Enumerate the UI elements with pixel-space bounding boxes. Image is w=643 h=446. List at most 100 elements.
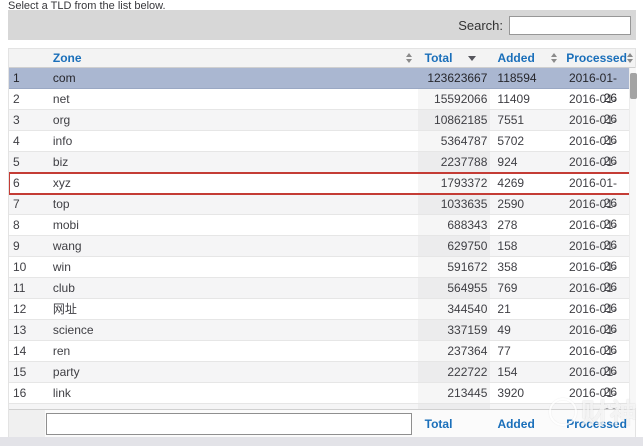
header-total[interactable]: Total (418, 49, 491, 67)
row-num: 5 (13, 155, 20, 169)
row-added: 49 (497, 323, 511, 337)
table-row[interactable]: 1 com 123623667 118594 2016-01-26 (9, 68, 635, 105)
row-zone: club (52, 281, 75, 295)
footer-processed-label: Processed (566, 417, 627, 431)
row-added: 3920 (497, 386, 525, 400)
row-zone: top (52, 197, 70, 211)
header-total-label: Total (424, 51, 453, 65)
row-processed: 2016-01-26 (568, 344, 617, 378)
row-num: 16 (13, 386, 27, 400)
header-processed[interactable]: Processed (559, 49, 635, 67)
row-total: 5364787 (418, 131, 491, 151)
table-row[interactable]: 5 biz 2237788 924 2016-01-26 (9, 152, 635, 189)
row-num: 10 (13, 260, 27, 274)
table-row[interactable]: 16 link 213445 3920 2016-01-26 (9, 383, 635, 409)
row-processed: 2016-01-26 (568, 323, 617, 357)
row-num: 1 (13, 71, 20, 85)
row-num: 17 (9, 404, 45, 409)
row-zone: click (45, 404, 418, 409)
table-row[interactable]: 13 science 337159 49 2016-01-26 (9, 320, 635, 357)
tld-table: Zone Total Added Processed 1 com 1236236… (8, 48, 636, 439)
table-row[interactable]: 8 mobi 688343 278 2016-01-26 (9, 215, 635, 252)
tld-table-widget: Search: Zone Total Added Processed 1 (8, 10, 637, 439)
row-processed: 2016-01-26 (568, 302, 617, 336)
row-added: 77 (497, 344, 511, 358)
search-label: Search: (458, 17, 503, 33)
scrollbar-thumb[interactable] (630, 73, 637, 99)
footer-total-label: Total (424, 417, 453, 431)
row-zone: org (52, 113, 71, 127)
table-row[interactable]: 17 click 191650 796 2016-01-26 (9, 404, 635, 409)
row-total: 344540 (418, 299, 491, 319)
row-zone: com (52, 71, 76, 85)
row-processed: 2016-01-26 (568, 260, 617, 294)
table-row[interactable]: 7 top 1033635 2590 2016-01-26 (9, 194, 635, 231)
table-row[interactable]: 4 info 5364787 5702 2016-01-26 (9, 131, 635, 168)
row-zone: wang (52, 239, 82, 253)
row-added: 118594 (497, 71, 537, 85)
sort-desc-icon (468, 55, 477, 61)
row-processed: 2016-01-26 (568, 365, 617, 399)
row-zone: link (52, 386, 71, 400)
row-zone: science (52, 323, 94, 337)
row-num: 14 (13, 344, 27, 358)
row-num: 9 (13, 239, 20, 253)
row-num: 12 (13, 302, 27, 316)
row-num: 6 (13, 176, 20, 190)
table-header-row: Zone Total Added Processed (9, 49, 635, 68)
row-total: 222722 (418, 362, 491, 382)
table-row[interactable]: 14 ren 237364 77 2016-01-26 (9, 341, 635, 378)
row-added: 2590 (497, 197, 525, 211)
table-row[interactable]: 6 xyz 1793372 4269 2016-01-26 (9, 172, 635, 210)
row-zone: 网址 (52, 302, 77, 316)
row-zone: xyz (52, 176, 71, 190)
row-num: 8 (13, 218, 20, 232)
table-row[interactable]: 11 club 564955 769 2016-01-26 (9, 278, 635, 315)
header-added[interactable]: Added (490, 49, 559, 67)
table-row[interactable]: 10 win 591672 358 2016-01-26 (9, 257, 635, 294)
row-total: 237364 (418, 341, 491, 361)
row-total: 123623667 (417, 68, 491, 88)
table-toolbar: Search: (8, 10, 636, 40)
zone-filter-input[interactable] (45, 413, 412, 435)
row-total: 15592066 (418, 89, 491, 109)
row-num: 4 (13, 134, 20, 148)
footer-added-label: Added (497, 417, 535, 431)
table-row[interactable]: 12 网址 344540 21 2016-01-26 (9, 299, 635, 336)
bottom-strip (0, 437, 643, 446)
row-processed: 2016-01-26 (568, 113, 617, 147)
table-row[interactable]: 15 party 222722 154 2016-01-26 (9, 362, 635, 399)
row-total: 213445 (418, 383, 491, 403)
table-row[interactable]: 2 net 15592066 11409 2016-01-26 (9, 89, 635, 126)
row-added: 796 (490, 404, 559, 409)
row-processed: 2016-01-26 (568, 71, 617, 105)
row-processed: 2016-01-26 (568, 197, 617, 231)
row-added: 769 (497, 281, 518, 295)
table-footer-row: Total Added Processed (9, 409, 635, 438)
row-processed: 2016-01-26 (568, 176, 617, 210)
row-processed: 2016-01-26 (559, 404, 635, 409)
table-scrollbar[interactable] (629, 68, 637, 408)
row-zone: ren (52, 344, 71, 358)
row-processed: 2016-01-26 (568, 155, 617, 189)
header-zone[interactable]: Zone (45, 49, 418, 67)
table-row[interactable]: 3 org 10862185 7551 2016-01-26 (9, 110, 635, 147)
table-row[interactable]: 9 wang 629750 158 2016-01-26 (9, 236, 635, 273)
footer-num-cell (9, 410, 45, 438)
row-num: 11 (13, 281, 26, 295)
search-input[interactable] (509, 15, 631, 35)
row-added: 5702 (497, 134, 525, 148)
sort-both-icon (551, 53, 558, 63)
row-processed: 2016-01-26 (568, 92, 617, 126)
row-zone: mobi (52, 218, 79, 232)
row-added: 154 (497, 365, 518, 379)
row-added: 4269 (497, 176, 525, 190)
row-added: 7551 (497, 113, 525, 127)
row-zone: info (52, 134, 73, 148)
page-instruction: Select a TLD from the list below. (8, 0, 166, 12)
row-added: 358 (497, 260, 518, 274)
row-total: 191650 (418, 404, 491, 409)
row-processed: 2016-01-26 (568, 134, 617, 168)
header-processed-label: Processed (566, 51, 627, 65)
row-num: 13 (13, 323, 27, 337)
